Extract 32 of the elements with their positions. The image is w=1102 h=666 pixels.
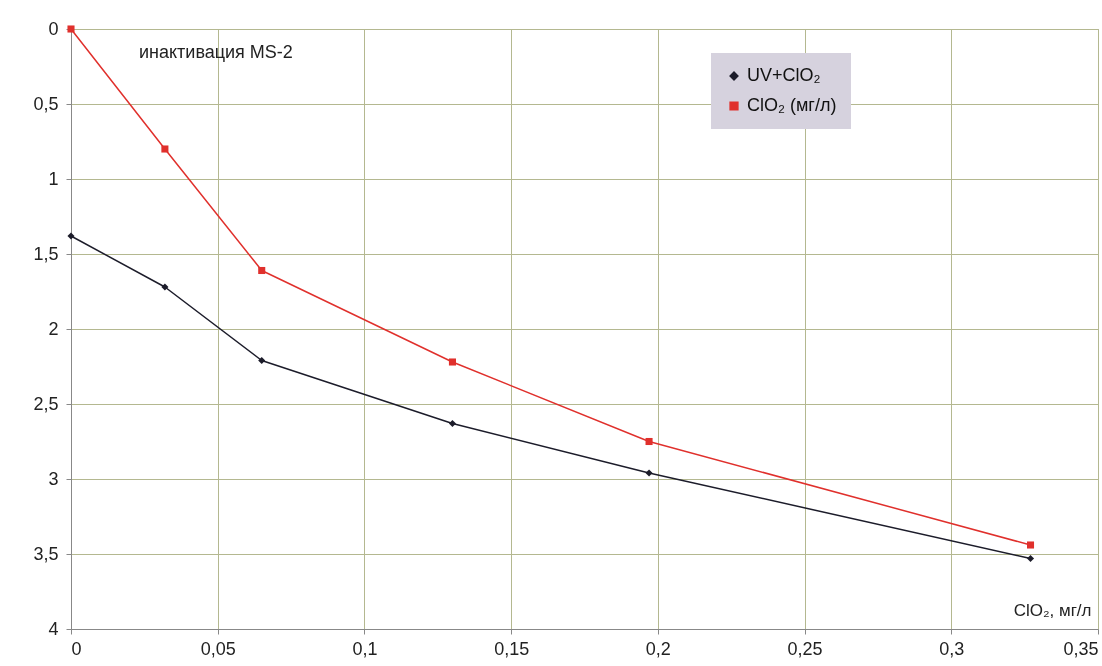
- legend-label: ClO₂ (мг/л): [747, 95, 837, 115]
- x-tick-label: 0,3: [939, 638, 965, 659]
- point: [67, 232, 75, 240]
- y-tick-label: 3,5: [33, 543, 59, 564]
- point: [1026, 554, 1035, 563]
- point: [161, 145, 169, 153]
- point: [258, 356, 266, 365]
- annotation: инактивация MS-2: [139, 42, 293, 62]
- point: [645, 469, 653, 477]
- y-tick-label: 4: [48, 618, 59, 639]
- x-tick-label: 0,35: [1063, 638, 1099, 659]
- x-tick-label: 0,25: [787, 638, 823, 659]
- y-tick-label: 1,5: [33, 243, 59, 264]
- x-axis-title: ClO₂, мг/л: [1013, 600, 1092, 620]
- x-tick-label: 0: [71, 638, 82, 659]
- x-tick-label: 0,2: [645, 638, 671, 659]
- point: [161, 283, 169, 291]
- y-tick-label: 0,5: [33, 93, 59, 114]
- x-tick-label: 0,05: [200, 638, 236, 659]
- x-tick-label: 0,15: [494, 638, 530, 659]
- point: [645, 437, 653, 446]
- legend-label: UV+ClO₂: [747, 65, 821, 85]
- y-tick-label: 2,5: [33, 393, 59, 414]
- point: [1026, 541, 1035, 549]
- point: [448, 358, 456, 366]
- y-tick-label: 3: [48, 468, 59, 489]
- y-tick-label: 1: [48, 168, 59, 189]
- point: [448, 419, 456, 428]
- x-tick-label: 0,1: [352, 638, 378, 659]
- y-tick-label: 0: [48, 18, 59, 39]
- point: [258, 266, 266, 275]
- y-tick-label: 2: [48, 318, 59, 339]
